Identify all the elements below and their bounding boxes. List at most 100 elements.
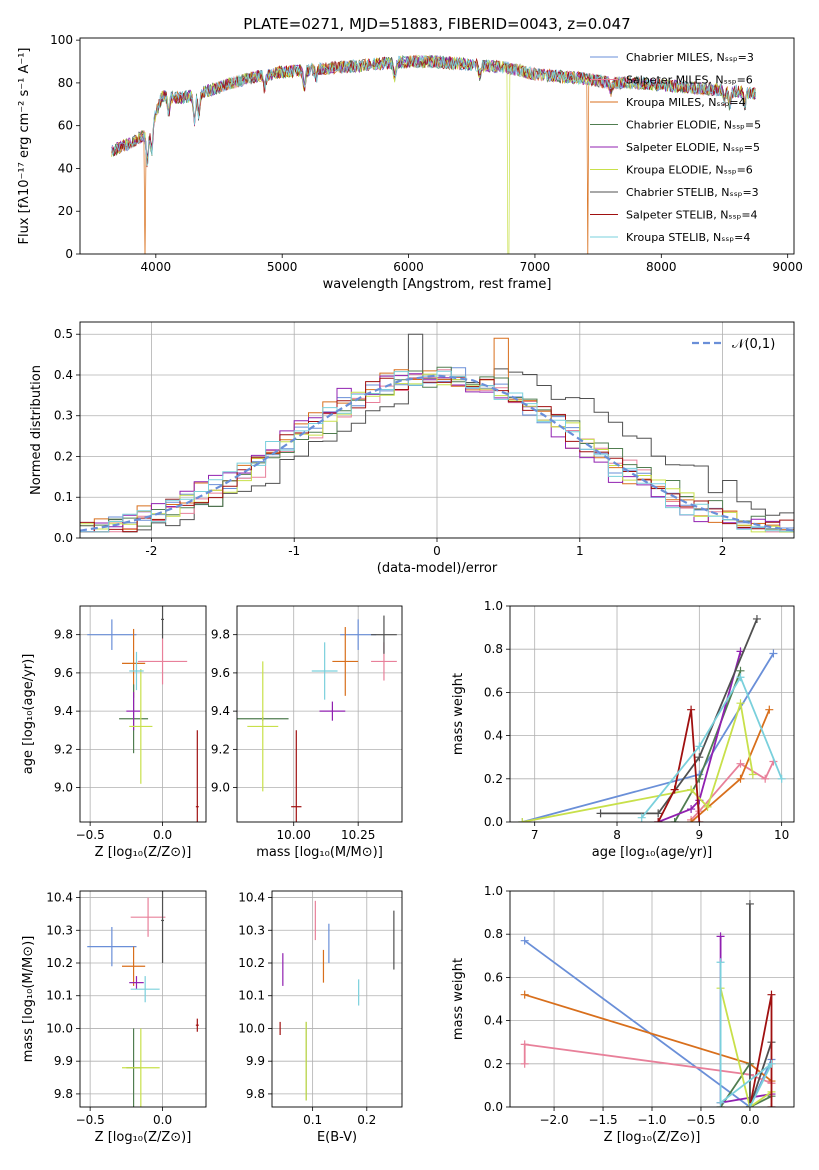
x-tick-label: −0.5 (76, 828, 105, 842)
x-tick-label: 0.1 (303, 1113, 322, 1127)
errorbar-point (122, 946, 146, 986)
legend-entry: Kroupa STELIB, Nₛₛₚ=4 (626, 231, 750, 244)
y-tick-label: 0.1 (54, 490, 73, 504)
errorbar-point (371, 615, 397, 654)
weight-line-7 (657, 709, 701, 822)
plot-area (80, 606, 206, 822)
errorbar-point (137, 638, 188, 685)
panel-z-age: −0.5 0.0 9.0 9.2 9.4 9.6 9.8 Z [log₁₀(Z/Z⊙)] age… (21, 605, 207, 860)
weight-line-8 (640, 675, 783, 819)
weight-marker (736, 699, 745, 708)
y-tick-label: 9.9 (54, 1054, 73, 1068)
y-tick-label: 60 (58, 119, 73, 133)
weight-marker (687, 805, 696, 814)
weight-marker (769, 649, 778, 658)
weight-line-2 (690, 709, 771, 822)
weight-marker (637, 813, 646, 822)
weight-marker (716, 958, 725, 967)
y-tick-label: 10.2 (46, 956, 73, 970)
y-tick-label: 0.6 (484, 685, 503, 699)
plot-area (510, 891, 794, 1107)
weight-marker (654, 809, 663, 818)
axes-frame (509, 605, 795, 823)
weight-marker (716, 1098, 725, 1107)
x-axis-label: E(B-V) (317, 1130, 357, 1145)
y-tick-label: 9.9 (246, 1054, 265, 1068)
legend-entry: Kroupa ELODIE, Nₛₛₚ=6 (626, 164, 753, 177)
y-axis-label: Flux [fλ10⁻¹⁷ erg cm⁻² s⁻¹ A⁻¹] (17, 48, 32, 245)
x-tick-label: 0.0 (153, 1113, 172, 1127)
legend-entry: Salpeter MILES, Nₛₛₚ=6 (626, 74, 753, 87)
y-tick-label: 100 (50, 33, 73, 47)
weight-marker (695, 753, 704, 762)
weight-marker (520, 990, 529, 999)
x-tick-label: 0.0 (740, 1113, 759, 1127)
errorbar-point (129, 669, 153, 784)
errorbar-point (130, 976, 160, 1003)
y-tick-label: 10.4 (46, 891, 73, 905)
legend-entry: 𝒩(0,1) (732, 337, 775, 352)
y-tick-label: 20 (58, 204, 73, 218)
y-tick-label: 9.4 (211, 704, 230, 718)
y-tick-label: 0.2 (54, 449, 73, 463)
weight-marker (670, 818, 679, 822)
weight-line-5 (719, 987, 773, 1107)
x-tick-label: −2.0 (539, 1113, 568, 1127)
axes-frame (236, 605, 403, 823)
y-tick-label: 10.3 (238, 923, 265, 937)
normal-reference-curve (80, 374, 794, 532)
weight-line-0 (524, 939, 773, 1107)
y-tick-label: 9.8 (54, 1087, 73, 1101)
axes-frame (79, 605, 207, 823)
y-axis-label: age [log₁₀(age/yr)] (21, 654, 36, 775)
errorbar-point (129, 976, 144, 990)
legend-entry: Salpeter STELIB, Nₛₛₚ=4 (626, 209, 758, 222)
legend-entry: Kroupa MILES, Nₛₛₚ=4 (626, 96, 746, 109)
weight-marker (777, 774, 786, 783)
y-axis-label: Normed distribution (29, 365, 44, 495)
panel-spectrum: 4000 5000 6000 7000 8000 9000 0 20 40 60 80 100 wave… (17, 33, 803, 292)
x-tick-label: 4000 (141, 260, 172, 274)
x-tick-label: 1 (576, 544, 584, 558)
y-tick-label: 9.2 (54, 742, 73, 756)
y-tick-label: 9.6 (54, 666, 73, 680)
weight-marker (520, 1040, 529, 1049)
spectrum-line-8 (111, 54, 756, 166)
weight-marker (767, 1059, 776, 1068)
y-tick-label: 10.1 (46, 989, 73, 1003)
axes-frame (271, 890, 403, 1108)
y-tick-label: 10.0 (238, 1021, 265, 1035)
weight-marker (767, 1103, 776, 1107)
x-tick-label: 5000 (267, 260, 298, 274)
weight-marker (520, 1059, 529, 1068)
errorbar-point (122, 1028, 160, 1107)
weight-marker (695, 818, 704, 822)
errorbar-point (126, 692, 141, 731)
x-axis-label: Z [log₁₀(Z/Z⊙)] (95, 845, 192, 860)
x-tick-label: 8 (613, 828, 621, 842)
weight-marker (748, 770, 757, 779)
y-tick-label: 40 (58, 161, 73, 175)
y-tick-label: 0.0 (54, 531, 73, 545)
weight-marker (518, 818, 527, 822)
plot-area (510, 606, 794, 822)
y-tick-label: 0.2 (484, 772, 503, 786)
x-tick-label: 9 (696, 828, 704, 842)
y-tick-label: 0.4 (484, 729, 503, 743)
x-tick-label: 10.25 (341, 828, 375, 842)
legend-entry: Chabrier ELODIE, Nₛₛₚ=5 (626, 119, 761, 132)
y-tick-label: 10.3 (46, 923, 73, 937)
errorbar-point (195, 1018, 199, 1032)
y-tick-label: 9.8 (211, 628, 230, 642)
axes-frame (79, 37, 795, 255)
y-axis-label: mass [log₁₀(M/M⊙)] (21, 936, 36, 1063)
y-tick-label: 9.0 (211, 781, 230, 795)
x-axis-label: (data-model)/error (377, 561, 498, 576)
y-tick-label: 9.0 (54, 781, 73, 795)
errorbar-point (130, 897, 166, 937)
errorbar-point (195, 730, 199, 822)
y-tick-label: 0.4 (484, 1014, 503, 1028)
y-tick-label: 9.8 (54, 628, 73, 642)
x-tick-label: -2 (145, 544, 157, 558)
plot-area (272, 891, 402, 1107)
